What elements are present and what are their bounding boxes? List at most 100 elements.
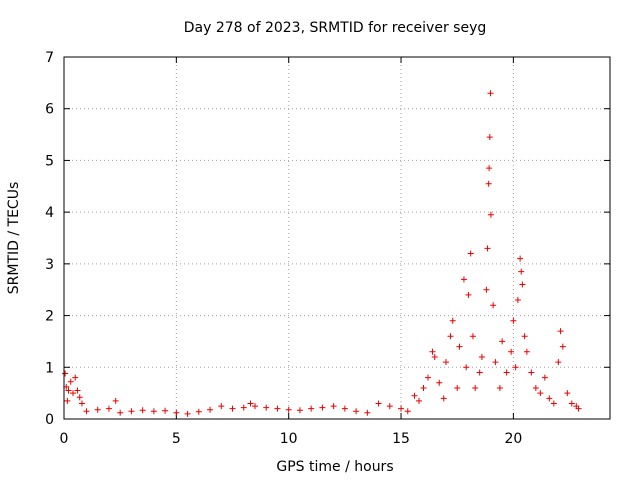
data-point	[195, 408, 202, 415]
data-point	[184, 410, 191, 417]
x-tick-label: 5	[172, 431, 181, 447]
data-point	[499, 338, 506, 345]
data-point	[341, 405, 348, 412]
data-point	[483, 286, 490, 293]
data-point	[487, 90, 494, 97]
gridlines	[64, 57, 610, 419]
data-point	[139, 407, 146, 414]
y-tick-label: 4	[45, 205, 54, 221]
y-tick-label: 3	[45, 257, 54, 273]
data-point	[353, 408, 360, 415]
data-point	[546, 395, 553, 402]
data-point	[541, 374, 548, 381]
data-point	[150, 408, 157, 415]
data-point	[105, 405, 112, 412]
data-point	[416, 397, 423, 404]
data-point	[440, 395, 447, 402]
data-point	[484, 245, 491, 252]
x-tick-label: 20	[504, 431, 522, 447]
data-point	[285, 406, 292, 413]
data-point	[240, 404, 247, 411]
data-point	[514, 297, 521, 304]
data-point	[74, 387, 81, 394]
data-point	[251, 403, 258, 410]
data-point	[465, 291, 472, 298]
data-point	[487, 211, 494, 218]
data-point	[207, 406, 214, 413]
data-point	[364, 409, 371, 416]
x-axis-label: GPS time / hours	[276, 459, 393, 475]
data-point	[404, 408, 411, 415]
y-tick-label: 5	[45, 153, 54, 169]
data-point	[564, 390, 571, 397]
data-point	[229, 405, 236, 412]
data-point	[519, 281, 526, 288]
data-point	[456, 343, 463, 350]
y-tick-label: 6	[45, 102, 54, 118]
data-point	[112, 397, 119, 404]
y-axis-label: SRMTID / TECUs	[6, 182, 22, 295]
data-point	[128, 408, 135, 415]
data-point	[575, 405, 582, 412]
data-point	[83, 408, 90, 415]
data-point	[72, 374, 79, 381]
data-point	[420, 384, 427, 391]
data-point	[537, 390, 544, 397]
data-point	[463, 364, 470, 371]
data-point	[296, 407, 303, 414]
data-point	[568, 400, 575, 407]
data-point	[69, 390, 76, 397]
data-point	[510, 317, 517, 324]
data-point	[496, 384, 503, 391]
data-point	[117, 409, 124, 416]
data-point	[467, 250, 474, 257]
data-point	[94, 406, 101, 413]
data-point	[472, 384, 479, 391]
data-point	[442, 359, 449, 366]
y-tick-label: 1	[45, 360, 54, 376]
data-point	[492, 359, 499, 366]
data-point	[76, 394, 83, 401]
data-point	[425, 374, 431, 381]
y-tick-label: 7	[45, 50, 54, 66]
data-point	[64, 397, 71, 404]
data-point	[550, 400, 557, 407]
data-point	[476, 369, 483, 376]
data-point	[503, 369, 510, 376]
data-point	[508, 348, 515, 355]
data-point	[247, 400, 254, 407]
data-point	[486, 165, 493, 172]
data-point	[411, 392, 418, 399]
data-point	[528, 369, 535, 376]
data-points	[62, 90, 582, 417]
data-point	[518, 268, 525, 275]
data-point	[447, 333, 454, 340]
data-point	[274, 405, 281, 412]
data-point	[67, 378, 74, 385]
data-point	[386, 403, 393, 410]
x-tick-label: 10	[280, 431, 298, 447]
data-point	[532, 384, 539, 391]
data-point	[469, 333, 476, 340]
data-point	[398, 405, 405, 412]
data-point	[454, 384, 461, 391]
data-point	[559, 343, 566, 350]
data-point	[512, 364, 519, 371]
data-point	[517, 255, 524, 262]
data-point	[218, 403, 225, 410]
data-point	[486, 134, 493, 141]
ticks: 0 5 10 15 20 0 1 2 3 4 5 6 7	[45, 50, 610, 447]
data-point	[330, 403, 337, 410]
chart-title: Day 278 of 2023, SRMTID for receiver sey…	[184, 20, 487, 36]
data-point	[460, 276, 467, 283]
data-point	[65, 387, 72, 394]
data-point	[162, 407, 169, 414]
data-point	[173, 409, 180, 416]
y-tick-label: 0	[45, 412, 54, 428]
data-point	[436, 379, 443, 386]
data-point	[478, 353, 485, 360]
data-point	[523, 348, 530, 355]
data-point	[319, 404, 326, 411]
data-point	[431, 353, 438, 360]
